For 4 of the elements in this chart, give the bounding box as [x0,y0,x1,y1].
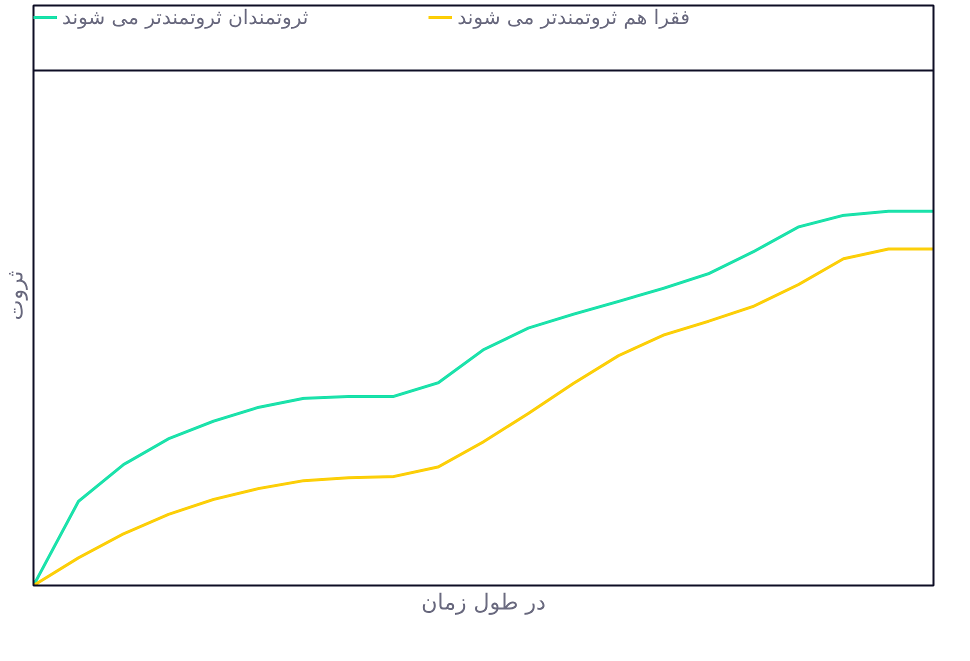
legend-label: ثروتمندان ثروتمندتر می شوند [62,5,308,29]
x-axis-title: در طول زمان [421,590,546,616]
y-axis-title: ثروت [4,270,28,320]
legend-label: فقرا هم ثروتمندتر می شوند [457,5,690,29]
